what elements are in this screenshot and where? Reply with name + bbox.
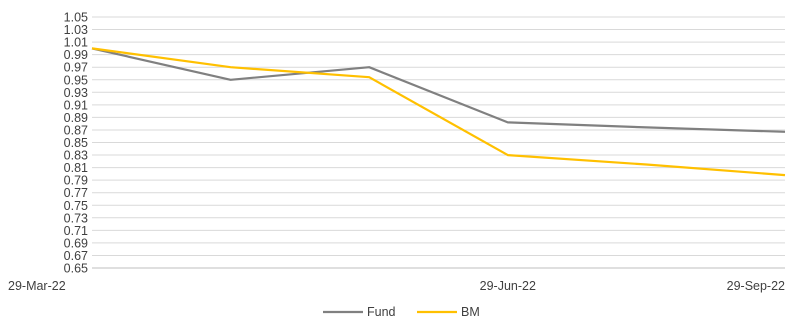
- y-tick-label: 0.77: [64, 186, 88, 200]
- x-axis-ticks: 29-Mar-22 29-Jun-22 29-Sep-22: [8, 279, 785, 293]
- y-tick-label: 0.69: [64, 236, 88, 250]
- x-tick-label: 29-Jun-22: [480, 279, 536, 293]
- y-tick-label: 0.73: [64, 211, 88, 225]
- y-tick-label: 1.03: [64, 23, 88, 37]
- y-tick-label: 0.89: [64, 111, 88, 125]
- y-tick-label: 0.87: [64, 123, 88, 137]
- y-tick-label: 0.81: [64, 161, 88, 175]
- y-tick-label: 0.95: [64, 73, 88, 87]
- y-tick-label: 0.85: [64, 136, 88, 150]
- legend: Fund BM: [323, 305, 480, 319]
- series-lines: [91, 47, 786, 177]
- y-tick-label: 0.79: [64, 174, 88, 188]
- gridlines: [92, 16, 785, 269]
- y-tick-label: 0.99: [64, 48, 88, 62]
- y-tick-label: 0.93: [64, 86, 88, 100]
- series-line-fund: [91, 47, 786, 133]
- series-line-bm: [91, 47, 786, 177]
- y-tick-label: 0.97: [64, 61, 88, 75]
- y-tick-label: 0.75: [64, 199, 88, 213]
- x-tick-label: 29-Mar-22: [8, 279, 66, 293]
- legend-label-bm: BM: [461, 305, 480, 319]
- y-tick-label: 0.71: [64, 224, 88, 238]
- y-tick-label: 0.67: [64, 249, 88, 263]
- y-tick-label: 1.01: [64, 36, 88, 50]
- y-axis-ticks: 0.650.670.690.710.730.750.770.790.810.83…: [64, 11, 88, 276]
- y-tick-label: 0.65: [64, 262, 88, 276]
- legend-label-fund: Fund: [367, 305, 396, 319]
- y-tick-label: 0.83: [64, 149, 88, 163]
- y-tick-label: 1.05: [64, 11, 88, 25]
- y-tick-label: 0.91: [64, 98, 88, 112]
- x-tick-label: 29-Sep-22: [727, 279, 785, 293]
